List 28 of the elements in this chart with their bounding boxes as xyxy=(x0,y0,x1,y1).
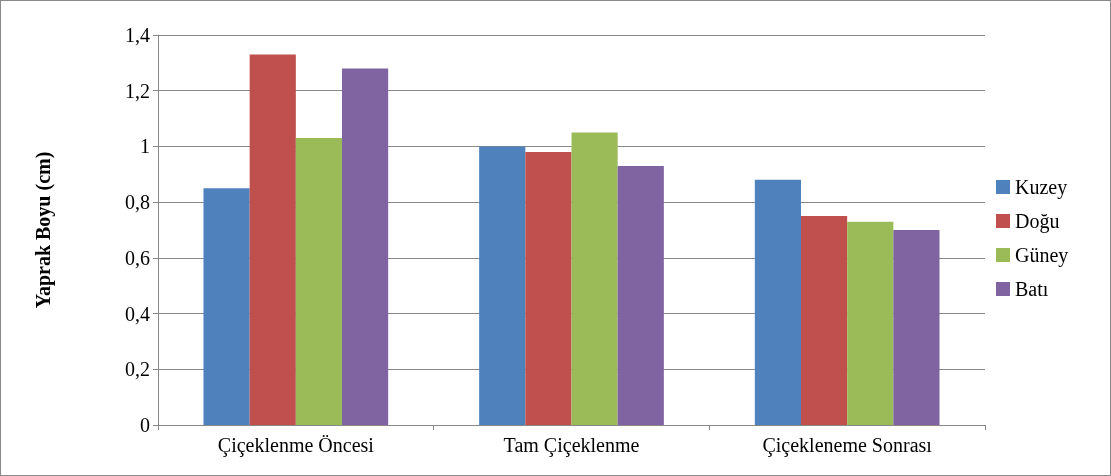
y-tick-label: 0,8 xyxy=(125,191,150,214)
bar xyxy=(571,132,618,425)
bar xyxy=(203,188,250,425)
y-tick-label: 1,2 xyxy=(125,79,150,102)
y-axis-title: Yaprak Boyu (cm) xyxy=(32,151,55,309)
legend-label: Doğu xyxy=(1015,210,1060,233)
x-tick-label: Çiçekleneme Sonrası xyxy=(762,434,933,457)
y-tick-label: 1 xyxy=(140,135,150,158)
x-tick-label: Çiçeklenme Öncesi xyxy=(217,434,375,457)
bar xyxy=(847,221,894,425)
y-tick-label: 0 xyxy=(140,414,150,436)
bar xyxy=(342,68,389,425)
legend-label: Batı xyxy=(1015,278,1049,300)
bar xyxy=(249,54,296,425)
x-tick-label: Tam Çiçeklenme xyxy=(503,434,640,457)
legend-label: Güney xyxy=(1015,244,1069,267)
bar xyxy=(295,138,343,425)
bar xyxy=(617,165,664,425)
legend-label: Kuzey xyxy=(1015,176,1068,199)
y-tick-label: 0,4 xyxy=(125,302,150,325)
bar xyxy=(525,152,572,425)
y-tick-label: 1,4 xyxy=(125,24,150,46)
y-tick-label: 0,2 xyxy=(125,358,150,381)
bar xyxy=(754,179,801,425)
y-tick-label: 0,6 xyxy=(125,246,150,269)
bar xyxy=(479,146,526,425)
bar xyxy=(893,230,940,425)
bar xyxy=(800,216,848,425)
